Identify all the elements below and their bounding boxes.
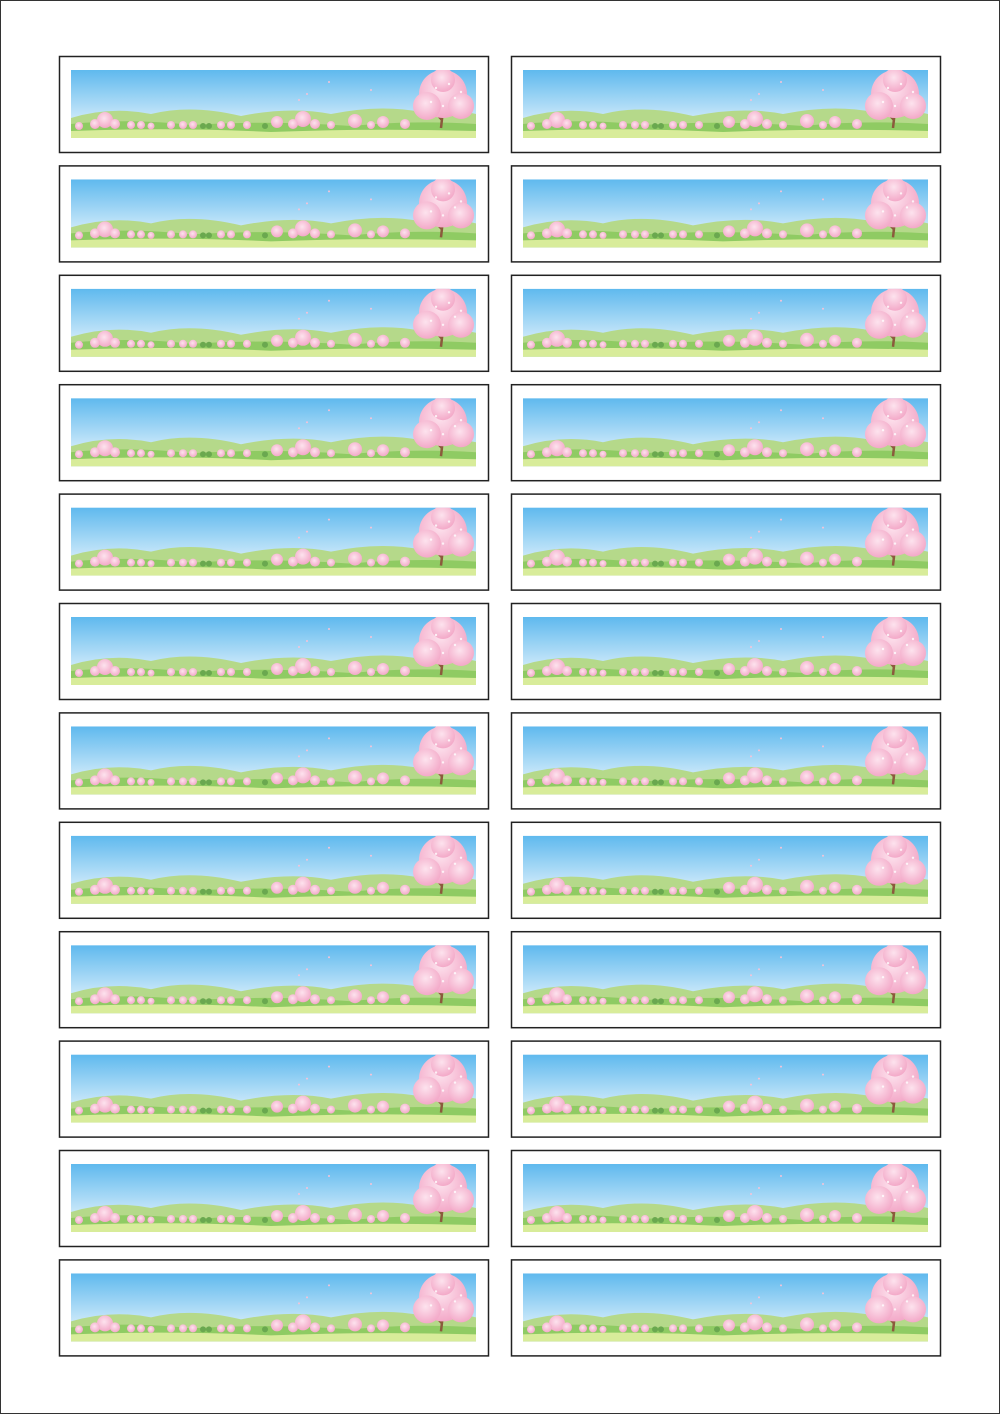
label-image: [71, 288, 476, 357]
label-image: [523, 1273, 928, 1342]
label-image: [523, 179, 928, 248]
label-image: [71, 507, 476, 576]
label-image: [71, 617, 476, 685]
label-image: [523, 70, 928, 138]
label-image: [523, 726, 928, 795]
label-image: [523, 945, 928, 1014]
label-image: [523, 398, 928, 467]
label-image: [71, 945, 476, 1014]
label-image: [71, 398, 476, 467]
label-image: [523, 835, 928, 904]
label-image: [71, 835, 476, 904]
label-image: [523, 1054, 928, 1123]
label-image: [523, 288, 928, 357]
label-image: [523, 1164, 928, 1232]
label-image: [71, 1164, 476, 1232]
label-image: [71, 1273, 476, 1342]
label-image: [71, 179, 476, 248]
label-image: [71, 70, 476, 138]
label-image: [523, 507, 928, 576]
label-image: [71, 1054, 476, 1123]
label-image: [523, 617, 928, 685]
label-image: [71, 726, 476, 795]
